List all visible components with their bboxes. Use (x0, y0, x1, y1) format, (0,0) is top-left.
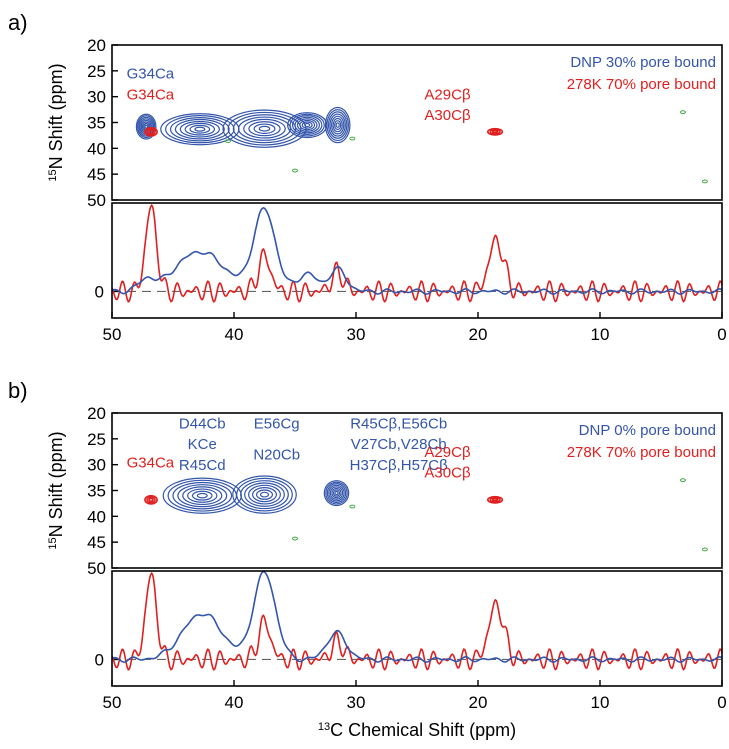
peak-annotation: G34Ca (127, 86, 175, 103)
panel-label: a) (8, 10, 28, 35)
y-tick-label: 25 (87, 430, 106, 449)
peak-annotation: R45Cd (179, 457, 226, 474)
peak-annotation: V27Cb,V28Cb (351, 436, 447, 453)
y-tick-label: 40 (87, 139, 106, 158)
panel-4: 0 50 40 30 20 10 0 13C Chemical Shift (ppm) (95, 570, 727, 740)
legend-entry: DNP 30% pore bound (570, 54, 716, 71)
peak-annotation: R45Cβ,E56Cb (350, 416, 447, 433)
y-tick-label: 0 (95, 282, 104, 301)
peak-annotation: H37Cβ,H57Cβ (350, 457, 448, 474)
plot-frame (111, 570, 723, 687)
contour-peak (324, 106, 351, 144)
contour-peak (144, 494, 158, 505)
y-tick-label: 30 (87, 456, 106, 475)
y-tick-label: 25 (87, 62, 106, 81)
panel-2: 0 50 40 30 20 10 0 (95, 202, 727, 344)
legend-entry: DNP 0% pore bound (579, 422, 716, 439)
x-tick-label: 0 (717, 693, 726, 712)
x-tick-label: 10 (591, 325, 610, 344)
noise-contour (701, 179, 708, 184)
noise-contour (292, 168, 298, 173)
x-tick-label: 50 (103, 693, 122, 712)
contour-peak (135, 113, 157, 140)
peak-annotation: A29Cβ (424, 86, 471, 103)
legend-entry: 278K 70% pore bound (567, 444, 716, 461)
panel-3: b) 20 25 30 35 40 45 50 15N Shift (ppm) D44Cb KCe R… (8, 378, 723, 578)
contour-peak (232, 475, 297, 514)
y-tick-label: 35 (87, 482, 106, 501)
y-tick-label: 40 (87, 507, 106, 526)
y-tick-label: 50 (87, 191, 106, 210)
y-tick-label: 20 (87, 404, 106, 423)
y-tick-label: 35 (87, 114, 106, 133)
contour-series (162, 475, 350, 514)
peak-annotation: KCe (188, 436, 217, 453)
y-tick-label: 20 (87, 36, 106, 55)
plot-frame (111, 44, 723, 201)
y-axis-label: 15N Shift (ppm) (46, 63, 66, 181)
peak-annotation: N20Cb (253, 447, 300, 464)
y-tick-label: 45 (87, 533, 106, 552)
y-tick-label: 0 (95, 650, 104, 669)
projection-line (111, 570, 723, 663)
contour-peak (323, 480, 350, 507)
legend-entry: 278K 70% pore bound (567, 76, 716, 93)
peak-annotation: G34Ca (127, 454, 175, 471)
contour-peak (486, 495, 504, 504)
noise-contour (679, 110, 686, 115)
noise-contour (349, 136, 356, 141)
x-axis-label: 13C Chemical Shift (ppm) (318, 720, 516, 740)
peak-annotation: G34Ca (127, 66, 175, 83)
x-tick-label: 20 (469, 325, 488, 344)
plot-frame (111, 412, 723, 569)
contour-series (144, 126, 504, 137)
x-tick-label: 30 (347, 325, 366, 344)
y-axis-label: 15N Shift (ppm) (46, 431, 66, 549)
y-tick-label: 30 (87, 88, 106, 107)
x-tick-label: 0 (717, 325, 726, 344)
y-tick-label: 45 (87, 165, 106, 184)
noise-contour (292, 536, 298, 541)
contour-peak (287, 112, 328, 139)
x-tick-label: 20 (469, 693, 488, 712)
peak-annotation: D44Cb (179, 416, 226, 433)
contour-series (144, 494, 504, 505)
noise-contour (701, 547, 708, 552)
contour-peak (222, 109, 307, 148)
plot-frame (111, 202, 723, 319)
x-tick-label: 40 (225, 325, 244, 344)
projection-line (111, 571, 723, 671)
y-tick-label: 50 (87, 559, 106, 578)
peak-annotation: A30Cβ (424, 107, 471, 124)
peak-annotation: E56Cg (254, 416, 300, 433)
projection-line (111, 207, 723, 295)
x-tick-label: 10 (591, 693, 610, 712)
contour-series (135, 106, 351, 148)
contour-peak (162, 477, 242, 514)
x-tick-label: 30 (347, 693, 366, 712)
panel-label: b) (8, 378, 28, 403)
peak-annotation: A29Cβ (424, 444, 471, 461)
contour-peak (486, 127, 504, 136)
panel-1: a) 20 25 30 35 40 45 50 15N Shift (ppm) G34Ca G34C… (8, 10, 723, 210)
x-tick-label: 50 (103, 325, 122, 344)
noise-contour (349, 504, 356, 509)
contour-peak (144, 126, 158, 137)
noise-contour (224, 139, 231, 144)
x-tick-label: 40 (225, 693, 244, 712)
peak-annotation: A30Cβ (424, 465, 471, 482)
noise-contour (679, 478, 686, 483)
